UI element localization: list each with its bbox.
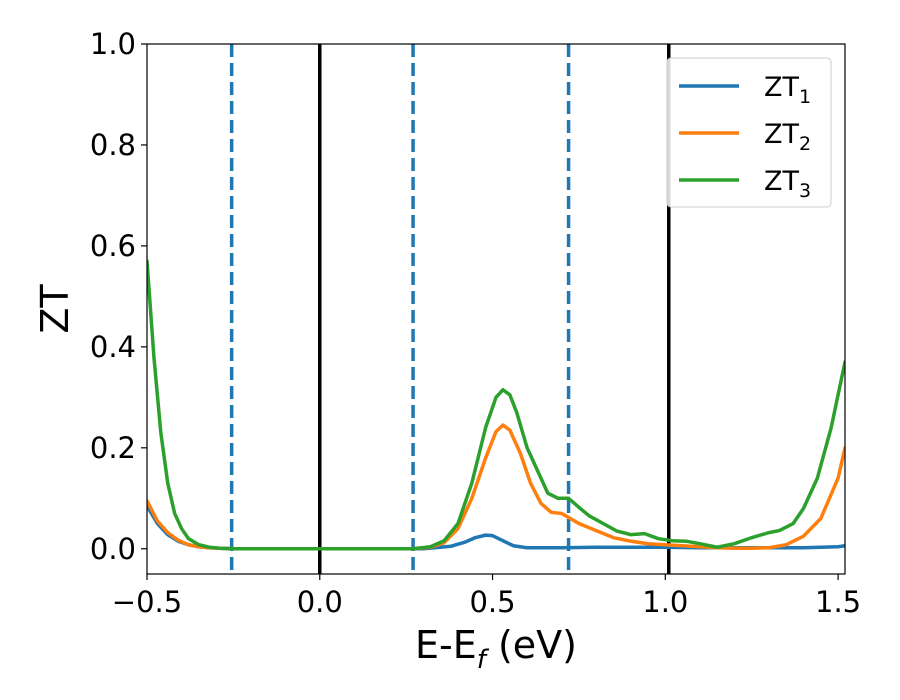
y-tick-label-3: 0.6 <box>90 229 136 263</box>
legend-label-2: ZT2 <box>764 119 811 155</box>
plot-frame <box>146 43 846 575</box>
y-tick-label-5: 1.0 <box>90 27 136 61</box>
y-tick-label-2: 0.4 <box>90 330 136 364</box>
legend-label-3: ZT3 <box>764 166 811 202</box>
legend: ZT1 ZT2 ZT3 <box>666 57 832 208</box>
x-tick-label-0: −0.5 <box>112 585 182 619</box>
y-tick-label-4: 0.8 <box>90 128 136 162</box>
x-tick-label-3: 1.0 <box>642 585 688 619</box>
x-axis-label-main: E-E <box>415 623 477 667</box>
series-line-2 <box>147 423 845 551</box>
x-axis-label-unit: (eV) <box>486 623 577 667</box>
x-axis-label: E-Ef (eV) <box>415 623 577 675</box>
y-axis-label: ZT <box>33 284 77 334</box>
x-tick-label-1: 0.0 <box>297 585 343 619</box>
legend-box <box>666 57 832 208</box>
y-tick-label-0: 0.0 <box>90 532 136 566</box>
series-line-3 <box>147 259 845 551</box>
y-tick-label-1: 0.2 <box>90 431 136 465</box>
legend-label-1: ZT1 <box>764 72 811 108</box>
x-tick-label-2: 0.5 <box>469 585 515 619</box>
x-tick-label-4: 1.5 <box>815 585 861 619</box>
